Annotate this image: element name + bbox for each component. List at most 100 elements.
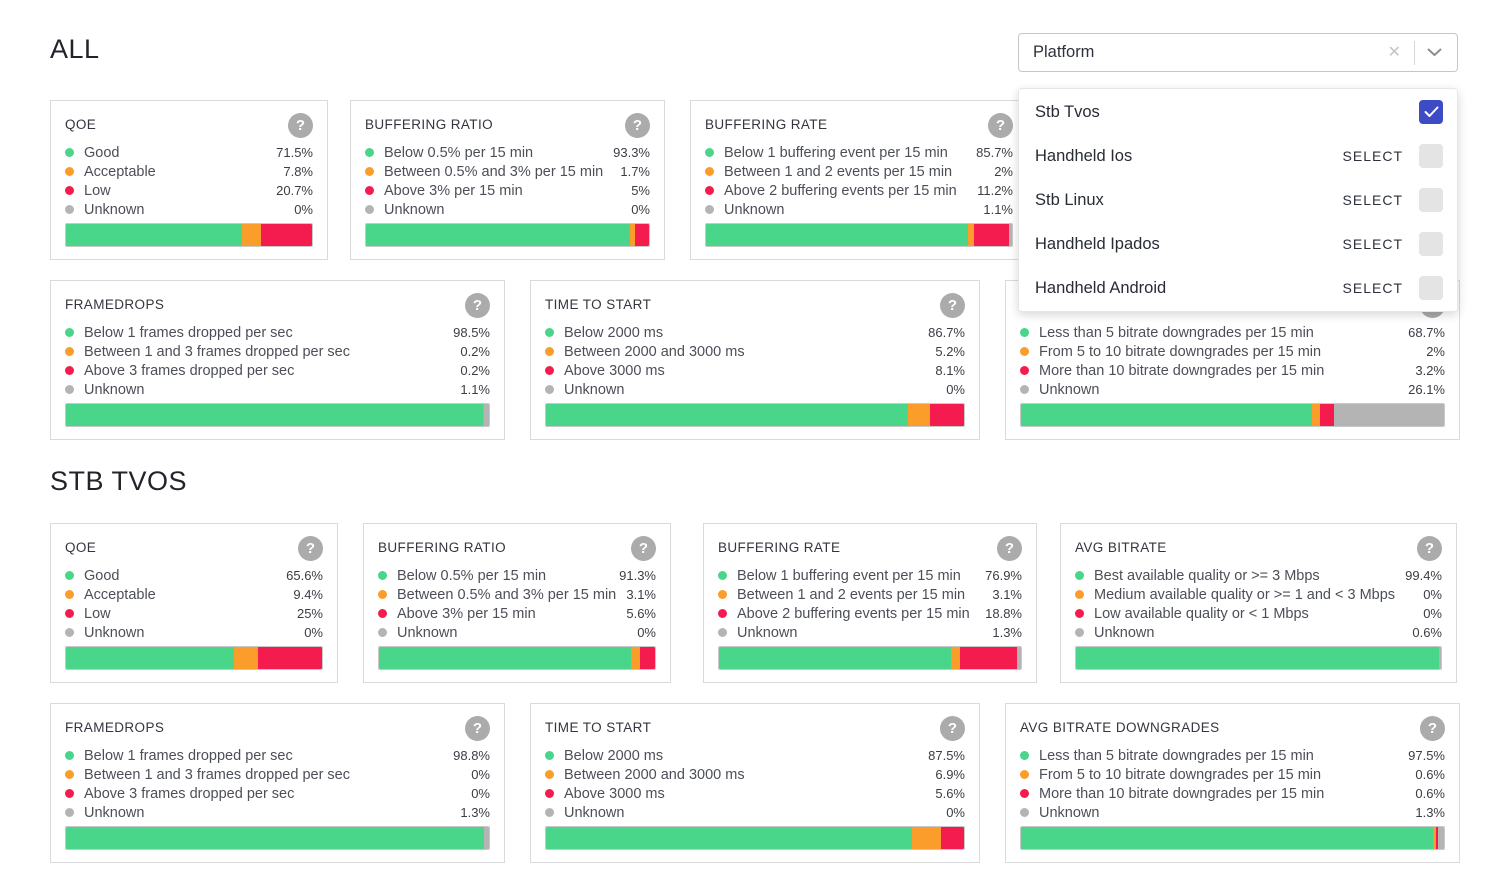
option-action-label[interactable]: SELECT bbox=[1342, 280, 1403, 296]
legend-dot-red bbox=[65, 609, 74, 618]
legend-item: Between 0.5% and 3% per 15 min 1.7% bbox=[365, 162, 650, 181]
card-legend: Below 2000 ms 87.5% Between 2000 and 3000 … bbox=[545, 746, 965, 822]
legend-item: Below 0.5% per 15 min 91.3% bbox=[378, 566, 656, 585]
legend-dot-green bbox=[65, 328, 74, 337]
card-bar bbox=[378, 646, 656, 670]
legend-value: 3.2% bbox=[1415, 363, 1445, 378]
legend-label: Above 2 buffering events per 15 min bbox=[737, 605, 970, 622]
legend-dot-red bbox=[1075, 609, 1084, 618]
legend-label: Between 1 and 2 events per 15 min bbox=[737, 586, 966, 603]
legend-value: 5.6% bbox=[626, 606, 656, 621]
bar-segment-gray bbox=[483, 827, 489, 849]
help-icon[interactable]: ? bbox=[940, 293, 965, 318]
platform-dropdown-panel: Stb Tvos Handheld Ios SELECT Stb Linux S… bbox=[1018, 88, 1458, 312]
bar-segment-red bbox=[634, 224, 649, 246]
legend-value: 93.3% bbox=[613, 145, 650, 160]
dropdown-option-handheld-ipados[interactable]: Handheld Ipados SELECT bbox=[1019, 222, 1457, 266]
legend-value: 5% bbox=[631, 183, 650, 198]
card-header: BUFFERING RATE? bbox=[705, 113, 1013, 139]
checkbox-unchecked[interactable] bbox=[1419, 188, 1443, 212]
option-action-label[interactable]: SELECT bbox=[1342, 192, 1403, 208]
bar-segment-red bbox=[930, 404, 964, 426]
dropdown-option-handheld-android[interactable]: Handheld Android SELECT bbox=[1019, 266, 1457, 310]
legend-dot-gray bbox=[545, 808, 554, 817]
legend-label: Less than 5 bitrate downgrades per 15 mi… bbox=[1039, 747, 1314, 764]
legend-dot-red bbox=[718, 609, 727, 618]
bar-segment-green bbox=[66, 224, 242, 246]
bar-segment-green bbox=[546, 404, 909, 426]
card-header: AVG BITRATE? bbox=[1075, 536, 1442, 562]
help-icon[interactable]: ? bbox=[940, 716, 965, 741]
help-icon[interactable]: ? bbox=[1420, 716, 1445, 741]
help-icon[interactable]: ? bbox=[465, 293, 490, 318]
help-icon[interactable]: ? bbox=[997, 536, 1022, 561]
card-buffering-ratio-all: BUFFERING RATIO? Below 0.5% per 15 min 93.… bbox=[350, 100, 665, 260]
legend-label: Unknown bbox=[564, 804, 625, 821]
legend-item: Below 1 frames dropped per sec 98.8% bbox=[65, 746, 490, 765]
clear-icon[interactable]: ✕ bbox=[1387, 43, 1401, 61]
legend-item: Unknown 1.3% bbox=[718, 623, 1022, 642]
legend-item: Unknown 0% bbox=[65, 623, 323, 642]
bar-segment-green bbox=[546, 827, 912, 849]
legend-value: 0% bbox=[637, 625, 656, 640]
legend-item: Best available quality or >= 3 Mbps 99.4% bbox=[1075, 566, 1442, 585]
bar-segment-red bbox=[639, 647, 655, 669]
help-icon[interactable]: ? bbox=[288, 113, 313, 138]
help-icon[interactable]: ? bbox=[625, 113, 650, 138]
dropdown-option-stb-tvos[interactable]: Stb Tvos bbox=[1019, 90, 1457, 134]
card-bar bbox=[718, 646, 1022, 670]
legend-value: 99.4% bbox=[1405, 568, 1442, 583]
legend-item: Good 65.6% bbox=[65, 566, 323, 585]
legend-value: 91.3% bbox=[619, 568, 656, 583]
card-bar bbox=[65, 826, 490, 850]
checkbox-unchecked[interactable] bbox=[1419, 276, 1443, 300]
legend-item: Above 3000 ms 8.1% bbox=[545, 361, 965, 380]
legend-label: More than 10 bitrate downgrades per 15 m… bbox=[1039, 362, 1325, 379]
legend-dot-gray bbox=[718, 628, 727, 637]
option-action-label[interactable]: SELECT bbox=[1342, 236, 1403, 252]
legend-label: Between 1 and 3 frames dropped per sec bbox=[84, 766, 350, 783]
help-icon[interactable]: ? bbox=[298, 536, 323, 561]
legend-label: Below 2000 ms bbox=[564, 747, 664, 764]
chevron-down-icon[interactable] bbox=[1424, 48, 1445, 57]
legend-dot-orange bbox=[545, 347, 554, 356]
help-icon[interactable]: ? bbox=[631, 536, 656, 561]
legend-label: Above 3 frames dropped per sec bbox=[84, 785, 295, 802]
bar-segment-orange bbox=[630, 224, 635, 246]
platform-filter-select[interactable]: Platform ✕ bbox=[1018, 33, 1458, 72]
dropdown-option-handheld-ios[interactable]: Handheld Ios SELECT bbox=[1019, 134, 1457, 178]
checkbox-unchecked[interactable] bbox=[1419, 144, 1443, 168]
card-bar bbox=[1020, 826, 1445, 850]
checkbox-unchecked[interactable] bbox=[1419, 232, 1443, 256]
bar-segment-red bbox=[261, 224, 312, 246]
legend-label: Unknown bbox=[384, 201, 445, 218]
option-action-label[interactable]: SELECT bbox=[1342, 148, 1403, 164]
legend-item: Good 71.5% bbox=[65, 143, 313, 162]
legend-label: Unknown bbox=[84, 381, 145, 398]
legend-label: Acceptable bbox=[84, 586, 156, 603]
legend-dot-green bbox=[545, 328, 554, 337]
bar-segment-red bbox=[258, 647, 322, 669]
legend-item: Less than 5 bitrate downgrades per 15 mi… bbox=[1020, 746, 1445, 765]
checkbox-checked[interactable] bbox=[1419, 100, 1443, 124]
card-legend: Best available quality or >= 3 Mbps 99.4%… bbox=[1075, 566, 1442, 642]
card-legend: Less than 5 bitrate downgrades per 15 mi… bbox=[1020, 746, 1445, 822]
legend-dot-gray bbox=[65, 628, 74, 637]
dropdown-option-stb-linux[interactable]: Stb Linux SELECT bbox=[1019, 178, 1457, 222]
legend-value: 87.5% bbox=[928, 748, 965, 763]
legend-item: Above 3% per 15 min 5% bbox=[365, 181, 650, 200]
legend-item: Above 2 buffering events per 15 min 18.8% bbox=[718, 604, 1022, 623]
legend-dot-orange bbox=[65, 167, 74, 176]
card-header: QOE? bbox=[65, 536, 323, 562]
help-icon[interactable]: ? bbox=[988, 113, 1013, 138]
card-time-to-start-all: TIME TO START? Below 2000 ms 86.7% Between … bbox=[530, 280, 980, 440]
legend-item: Below 1 frames dropped per sec 98.5% bbox=[65, 323, 490, 342]
help-icon[interactable]: ? bbox=[1417, 536, 1442, 561]
card-header: BUFFERING RATIO? bbox=[365, 113, 650, 139]
option-label: Stb Linux bbox=[1035, 190, 1104, 209]
legend-value: 5.2% bbox=[935, 344, 965, 359]
legend-value: 86.7% bbox=[928, 325, 965, 340]
legend-label: Unknown bbox=[84, 804, 145, 821]
help-icon[interactable]: ? bbox=[465, 716, 490, 741]
